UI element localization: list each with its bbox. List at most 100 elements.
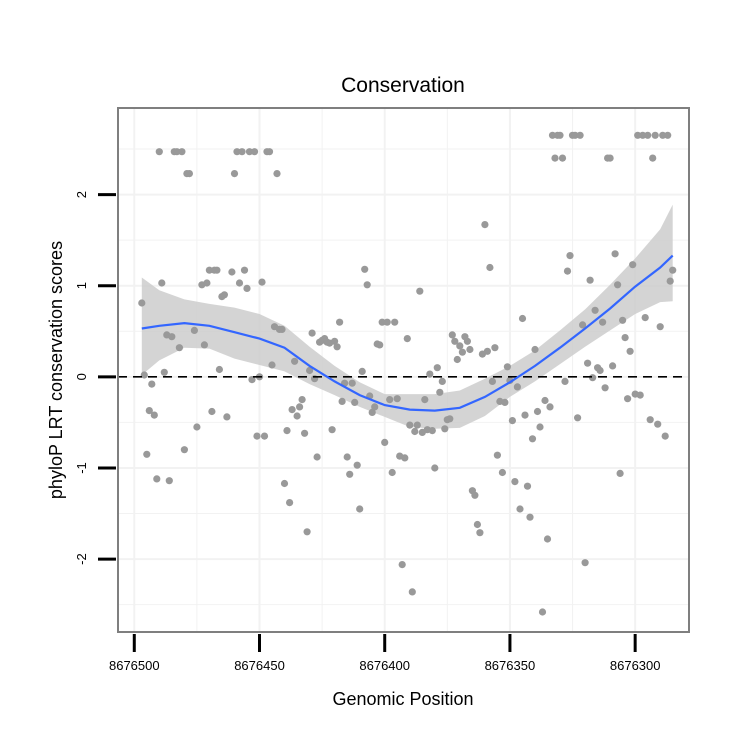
data-point bbox=[378, 318, 386, 326]
x-tick-label: 8676300 bbox=[610, 658, 661, 673]
data-point bbox=[516, 505, 524, 513]
data-point bbox=[659, 131, 667, 139]
data-point bbox=[293, 412, 301, 420]
data-point bbox=[538, 608, 547, 616]
data-point bbox=[536, 423, 544, 431]
data-point bbox=[556, 131, 564, 139]
data-point bbox=[346, 470, 354, 478]
data-point bbox=[333, 343, 341, 351]
data-point bbox=[493, 451, 501, 459]
data-point bbox=[140, 371, 148, 379]
data-point bbox=[421, 396, 429, 404]
data-point bbox=[501, 398, 509, 406]
data-point bbox=[363, 281, 371, 289]
data-point bbox=[203, 279, 211, 287]
data-point bbox=[288, 406, 296, 414]
data-point bbox=[624, 395, 632, 403]
data-point bbox=[528, 435, 537, 443]
data-point bbox=[533, 407, 542, 416]
y-tick-label: 1 bbox=[74, 282, 89, 289]
data-point bbox=[150, 411, 158, 419]
data-point bbox=[649, 154, 657, 162]
data-point bbox=[656, 323, 664, 331]
data-point bbox=[446, 415, 454, 423]
data-point bbox=[371, 403, 379, 411]
data-point bbox=[306, 366, 314, 375]
data-point bbox=[596, 366, 604, 375]
data-point bbox=[228, 268, 236, 276]
data-point bbox=[296, 403, 304, 411]
data-point bbox=[280, 479, 289, 488]
data-point bbox=[521, 411, 529, 419]
data-point bbox=[386, 396, 394, 404]
data-point bbox=[401, 454, 409, 462]
data-point bbox=[589, 374, 597, 382]
data-point bbox=[143, 450, 151, 458]
data-point bbox=[328, 426, 336, 434]
x-tick-label: 8676350 bbox=[485, 658, 536, 673]
data-point bbox=[498, 468, 506, 477]
confidence-band-layer bbox=[141, 204, 673, 429]
data-point bbox=[278, 325, 286, 333]
data-point bbox=[391, 318, 399, 326]
data-point bbox=[238, 148, 246, 156]
data-point bbox=[248, 376, 256, 384]
data-point bbox=[616, 469, 624, 477]
data-point bbox=[599, 318, 607, 326]
data-point bbox=[574, 414, 582, 422]
data-point bbox=[551, 154, 559, 162]
data-point bbox=[558, 154, 567, 162]
data-point bbox=[531, 345, 539, 354]
data-point bbox=[503, 363, 511, 371]
data-point bbox=[351, 398, 359, 406]
data-point bbox=[168, 333, 176, 341]
data-point bbox=[431, 464, 439, 472]
y-tick-label: -1 bbox=[74, 462, 89, 474]
data-point bbox=[621, 334, 629, 342]
data-point bbox=[243, 284, 251, 292]
data-point bbox=[451, 337, 459, 345]
data-point bbox=[634, 131, 642, 139]
data-point bbox=[664, 131, 672, 139]
y-tick-label: -2 bbox=[74, 553, 89, 565]
smooth-line-layer bbox=[141, 254, 674, 412]
data-point bbox=[268, 361, 276, 369]
data-point bbox=[291, 357, 299, 365]
data-point bbox=[138, 299, 146, 307]
data-point bbox=[579, 321, 587, 329]
data-point bbox=[388, 468, 396, 477]
data-point bbox=[220, 291, 228, 299]
data-point bbox=[331, 337, 339, 345]
data-point bbox=[591, 306, 599, 314]
data-point bbox=[571, 131, 579, 139]
data-point bbox=[669, 266, 677, 274]
data-point bbox=[433, 364, 441, 372]
data-point bbox=[463, 337, 471, 345]
data-point bbox=[356, 505, 364, 513]
data-point bbox=[476, 529, 484, 537]
data-point bbox=[200, 341, 208, 349]
data-point bbox=[518, 314, 527, 323]
data-point bbox=[338, 397, 346, 405]
confidence-band bbox=[141, 204, 673, 429]
data-point bbox=[486, 263, 494, 272]
data-point bbox=[546, 403, 554, 411]
data-point bbox=[223, 413, 231, 421]
data-point bbox=[165, 477, 173, 485]
data-point bbox=[178, 148, 186, 156]
data-point bbox=[561, 377, 569, 385]
data-point bbox=[609, 362, 617, 370]
data-point bbox=[250, 148, 259, 156]
data-point bbox=[153, 475, 161, 483]
data-point bbox=[273, 170, 281, 178]
data-point bbox=[173, 148, 181, 156]
data-point bbox=[336, 318, 344, 326]
data-point bbox=[581, 559, 589, 567]
data-point bbox=[576, 131, 584, 139]
data-point bbox=[646, 416, 654, 424]
data-point bbox=[286, 499, 294, 507]
data-point bbox=[193, 423, 201, 431]
data-point bbox=[158, 279, 166, 287]
data-point bbox=[353, 461, 361, 469]
data-point bbox=[301, 429, 309, 437]
